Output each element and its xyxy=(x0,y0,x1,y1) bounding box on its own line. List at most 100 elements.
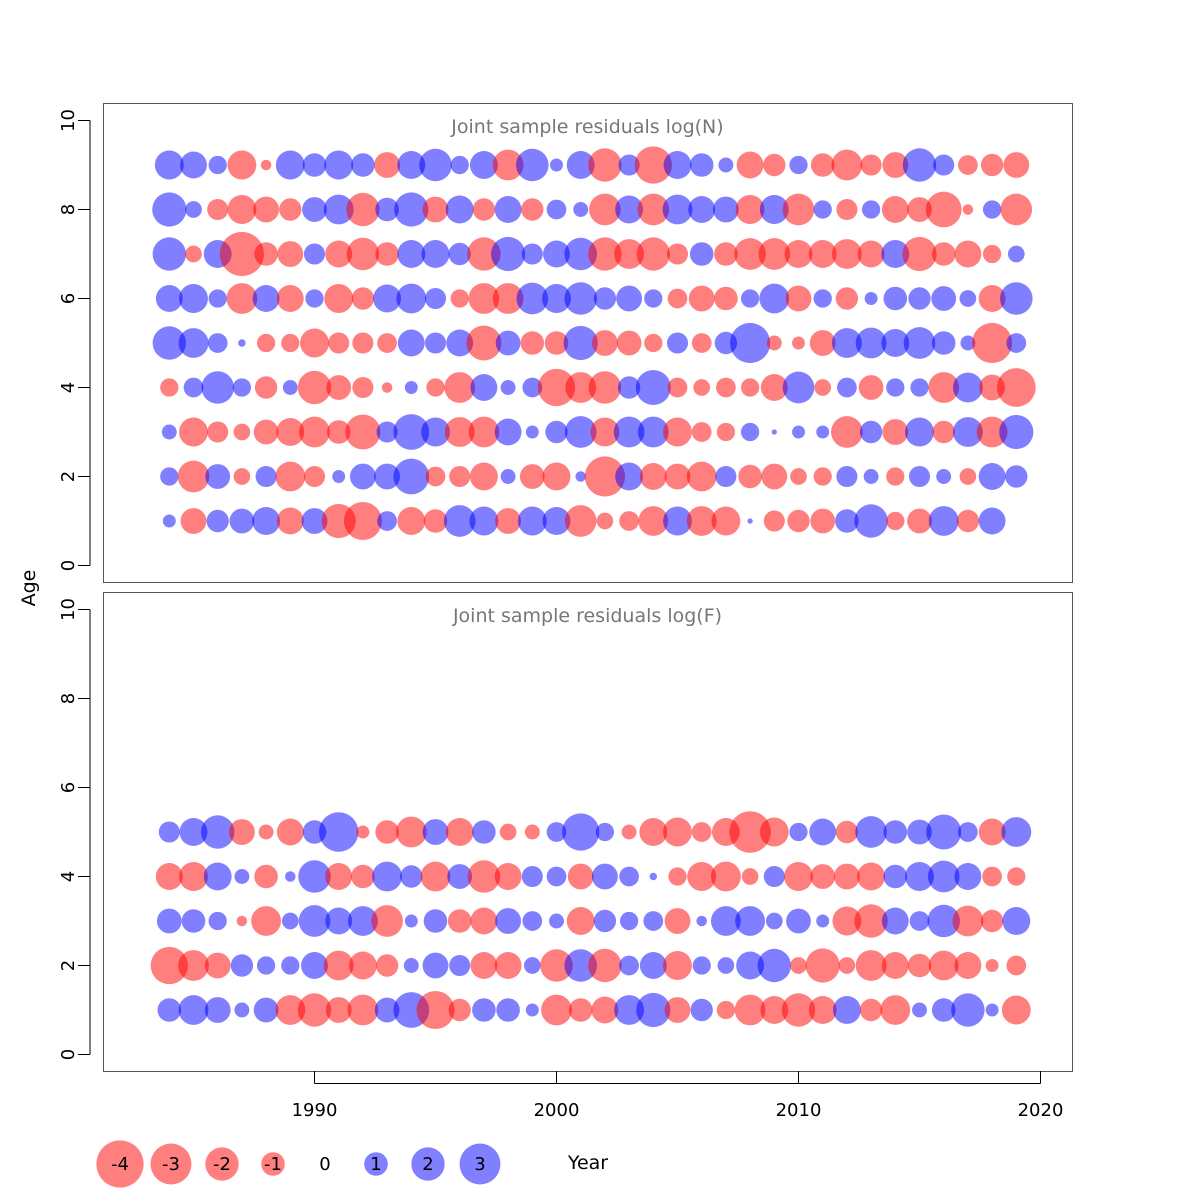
bubble-point xyxy=(207,333,228,353)
bubble-point xyxy=(300,328,329,358)
bubble-point xyxy=(593,909,617,933)
bubble-point xyxy=(230,954,254,977)
bubble-point xyxy=(663,817,692,847)
bubble-point xyxy=(789,155,808,175)
bubble-point xyxy=(375,820,399,844)
bubble-point xyxy=(302,197,327,222)
bubble-point xyxy=(252,285,280,312)
bubble-point xyxy=(859,998,883,1022)
bubble-point xyxy=(446,329,474,357)
bubble-point xyxy=(299,416,330,448)
bubble-point xyxy=(180,151,207,179)
bubble-point xyxy=(422,196,449,223)
bubble-point xyxy=(588,948,622,983)
bubble-point xyxy=(664,997,691,1023)
bubble-point xyxy=(1003,152,1030,178)
bubble-point xyxy=(616,285,643,312)
bubble-point xyxy=(663,151,692,179)
bubble-point xyxy=(765,912,783,930)
bubble-point xyxy=(959,468,977,485)
bubble-point xyxy=(790,957,807,974)
bubble-point xyxy=(371,905,403,937)
bubble-point xyxy=(374,152,401,178)
bubble-point xyxy=(521,243,543,265)
bubble-point xyxy=(500,469,516,484)
bubble-point xyxy=(858,375,884,400)
bubble-point xyxy=(400,865,423,888)
bubble-point xyxy=(468,416,500,448)
bubble-point xyxy=(351,153,375,177)
bubble-point xyxy=(160,378,179,397)
bubble-point xyxy=(419,148,452,182)
bubble-point xyxy=(178,328,209,358)
bubble-point xyxy=(854,904,888,938)
bubble-point xyxy=(931,286,957,311)
bubble-point xyxy=(908,465,931,488)
bubble-point xyxy=(643,911,664,931)
bubble-point xyxy=(155,285,183,312)
bubble-point xyxy=(740,289,760,308)
bubble-point xyxy=(375,197,399,222)
bubble-point xyxy=(954,240,982,268)
bubble-point xyxy=(621,824,637,840)
bubble-point xyxy=(325,907,353,935)
bubble-point xyxy=(666,332,689,354)
bubble-point xyxy=(905,862,934,891)
bubble-point xyxy=(179,417,208,447)
bubble-point xyxy=(522,911,543,931)
bubble-point xyxy=(404,381,418,394)
bubble-point xyxy=(590,417,620,447)
bubble-point xyxy=(978,507,1006,535)
bubble-point xyxy=(736,951,765,980)
bubble-point xyxy=(881,907,909,935)
bubble-point xyxy=(976,416,1008,448)
bubble-point xyxy=(614,995,645,1025)
bubble-point xyxy=(639,952,667,979)
bubble-point xyxy=(276,507,304,535)
bubble-point xyxy=(644,333,663,353)
y-axis: 0 2 4 6 8 10 xyxy=(58,598,91,1060)
bubble-point xyxy=(809,818,837,846)
bubble-point xyxy=(928,372,960,403)
bubble-point xyxy=(393,414,430,450)
bubble-point xyxy=(954,952,982,979)
bubble-point xyxy=(285,871,296,882)
bubble-point xyxy=(952,372,983,403)
bubble-point xyxy=(232,378,252,397)
bubble-point xyxy=(397,329,425,357)
bubble-point xyxy=(425,466,446,487)
bubble-point xyxy=(972,322,1013,364)
bubble-point xyxy=(229,508,255,534)
bubble-point xyxy=(666,243,689,265)
bubble-point xyxy=(420,861,451,892)
bubble-point xyxy=(275,150,305,180)
bubble-point xyxy=(649,872,658,881)
bubble-point xyxy=(759,195,789,224)
bubble-point xyxy=(644,289,663,308)
bubble-point xyxy=(926,814,962,850)
bubble-point xyxy=(207,421,229,443)
bubble-point xyxy=(883,286,908,311)
bubble-point xyxy=(959,290,977,307)
bubble-point xyxy=(908,287,931,310)
legend-bubble xyxy=(411,1147,445,1181)
bubble-point xyxy=(593,287,617,310)
bubble-point xyxy=(178,950,209,981)
bubble-point xyxy=(686,461,717,492)
bubble-point xyxy=(729,811,771,853)
bubble-point xyxy=(584,456,625,497)
bubble-point xyxy=(302,153,327,177)
bubble-point xyxy=(470,907,498,935)
bubble-point xyxy=(423,909,448,933)
bubble-point xyxy=(932,420,955,444)
bubble-point xyxy=(864,292,878,305)
bubble-point xyxy=(525,1003,539,1017)
bubble-point xyxy=(521,865,543,888)
bubble-point xyxy=(343,501,382,541)
legend-item: 3 xyxy=(459,1143,501,1185)
bubble-point xyxy=(491,236,526,272)
bubble-point xyxy=(573,202,589,217)
bubble-point xyxy=(832,996,861,1024)
bubble-point xyxy=(179,862,208,891)
legend-label: 2 xyxy=(422,1154,433,1175)
